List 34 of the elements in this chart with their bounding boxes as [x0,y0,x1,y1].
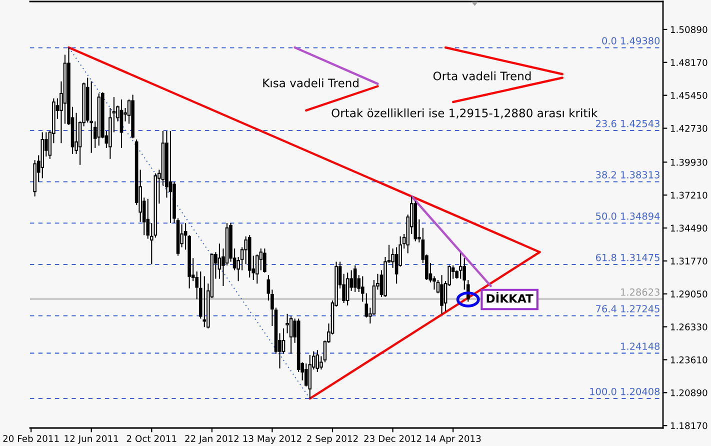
ref-line-label: 38.2 1.38313 [596,171,660,178]
y-tick-label: 1.39930 [670,158,708,166]
x-tick-label: 23 Dec 2012 [364,435,422,442]
y-tick-label: 1.29050 [670,290,708,298]
y-tick-label: 1.34490 [670,224,708,232]
x-tick-label: 22 Jan 2012 [185,435,238,444]
y-tick-label: 1.26330 [670,323,708,330]
ref-line-label: 1.28623 [621,288,660,296]
y-tick-label: 1.48170 [670,59,708,66]
ref-line-label: 23.6 1.42543 [596,120,660,128]
y-tick-label: 1.20890 [670,389,708,396]
x-tick-label: 2 Sep 2012 [307,435,358,444]
y-tick-label: 1.31770 [670,258,708,265]
ref-line-label: 1.24148 [621,342,660,350]
y-tick-label: 1.23610 [670,356,708,364]
x-tick-label: 14 Apr 2013 [426,435,481,444]
annotation: Kısa vadeli Trend [263,78,358,88]
annotation: Orta vadeli Trend [433,71,531,80]
y-tick-label: 1.50890 [670,26,708,34]
y-tick-label: 1.37210 [670,192,708,199]
y-tick-label: 1.45450 [670,92,708,99]
y-tick-label: 1.18170 [670,422,708,430]
x-tick-label: 2 Oct 2011 [126,435,176,442]
ref-line-label: 61.8 1.31475 [596,254,660,262]
ref-line-label: 100.0 1.20408 [590,388,660,396]
ref-line-label: 0.0 1.49380 [602,37,660,44]
ref-line-label: 76.4 1.27245 [596,305,660,312]
annotation: Ortak özelliklleri ise 1,2915-1,2880 arası kritik [332,108,598,119]
ref-line-label: 50.0 1.34894 [596,212,660,220]
x-tick-label: 20 Feb 2011 [3,434,59,442]
x-tick-label: 12 Jun 2011 [64,435,118,444]
annotation: DİKKAT [486,292,534,303]
x-tick-label: 13 May 2012 [243,435,302,444]
y-tick-label: 1.42730 [670,124,708,132]
